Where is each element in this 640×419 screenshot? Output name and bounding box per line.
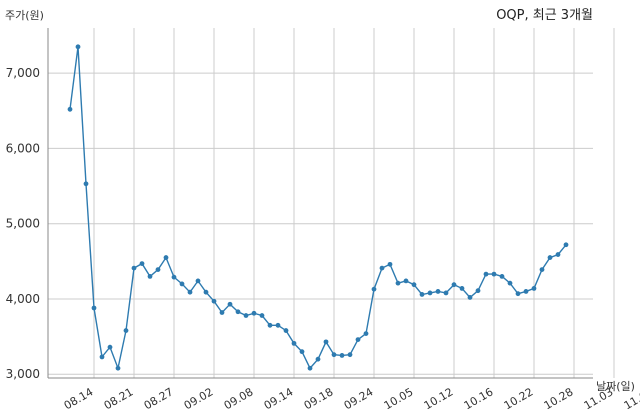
data-point (555, 252, 561, 257)
data-point (99, 354, 105, 360)
data-point (475, 288, 481, 294)
price-series-line (69, 46, 567, 371)
x-axis-label: 날짜(일) (596, 379, 635, 393)
data-point (147, 273, 153, 279)
data-point (267, 322, 273, 328)
data-point (331, 352, 337, 358)
data-point (339, 353, 345, 358)
y-axis-label: 주가(원) (5, 9, 44, 22)
data-point (379, 265, 385, 271)
data-point (219, 310, 225, 315)
data-point (211, 298, 217, 304)
data-point (563, 242, 569, 248)
x-tick-label: 09.18 (302, 385, 336, 412)
data-point (315, 356, 321, 362)
data-point (283, 328, 289, 333)
data-point (387, 261, 393, 267)
data-point (531, 286, 537, 291)
data-point (155, 267, 161, 273)
x-tick-label: 10.16 (462, 385, 496, 412)
data-point (259, 313, 265, 318)
data-point (67, 106, 73, 112)
data-point (291, 340, 297, 346)
x-tick-label: 09.14 (262, 385, 296, 412)
y-tick-label: 3,000 (6, 367, 40, 381)
x-tick-label: 09.08 (222, 385, 256, 412)
data-point (435, 289, 441, 294)
data-point (235, 309, 241, 315)
data-point (467, 295, 473, 300)
data-point (163, 255, 169, 260)
data-point (299, 349, 305, 355)
data-point (459, 286, 465, 291)
data-point (275, 322, 281, 328)
data-point (251, 310, 257, 316)
data-point (227, 301, 233, 307)
y-tick-label: 4,000 (6, 292, 40, 306)
data-point (483, 271, 489, 277)
data-point (307, 365, 313, 371)
x-tick-label: 09.02 (182, 385, 216, 412)
data-point (419, 292, 425, 297)
x-tick-label: 10.05 (382, 385, 416, 412)
data-point (371, 286, 377, 292)
data-point (91, 305, 97, 311)
x-tick-label: 10.12 (422, 385, 456, 412)
x-tick-label: 08.27 (142, 385, 176, 412)
data-point (491, 271, 497, 277)
data-point (403, 278, 409, 284)
data-point (203, 289, 209, 295)
data-point (115, 365, 121, 371)
grid-layer (48, 28, 615, 378)
data-point (427, 290, 433, 296)
data-point (523, 289, 529, 294)
data-point (179, 281, 185, 287)
data-point (131, 265, 137, 271)
data-point (411, 282, 417, 288)
data-point (507, 280, 513, 286)
data-point (347, 352, 353, 358)
data-point (395, 280, 401, 286)
series-layer (67, 44, 569, 371)
data-point (75, 44, 81, 50)
data-point (187, 289, 193, 295)
x-tick-label: 10.28 (542, 385, 576, 412)
axis-layer (47, 28, 593, 379)
data-point (355, 337, 361, 343)
data-point (363, 331, 369, 336)
data-point (171, 274, 177, 280)
data-point (123, 328, 129, 333)
data-point (243, 313, 249, 318)
data-point (323, 339, 329, 345)
x-tick-label: 09.24 (342, 385, 376, 412)
y-tick-label: 5,000 (6, 217, 40, 231)
x-tick-label: 08.14 (62, 385, 96, 412)
data-point (547, 255, 553, 260)
data-point (451, 282, 457, 288)
y-tick-label: 6,000 (6, 141, 40, 155)
data-point (539, 267, 545, 273)
y-tick-label: 7,000 (6, 66, 40, 80)
x-tick-label: 10.22 (502, 385, 536, 412)
data-point (195, 278, 201, 284)
data-point (515, 291, 521, 297)
data-point (83, 181, 89, 187)
x-tick-label: 08.21 (102, 385, 136, 412)
data-point (499, 273, 505, 279)
data-point (443, 290, 449, 296)
data-point (139, 261, 145, 266)
data-point (107, 344, 113, 350)
chart-title: OQP, 최근 3개월 (496, 8, 593, 23)
